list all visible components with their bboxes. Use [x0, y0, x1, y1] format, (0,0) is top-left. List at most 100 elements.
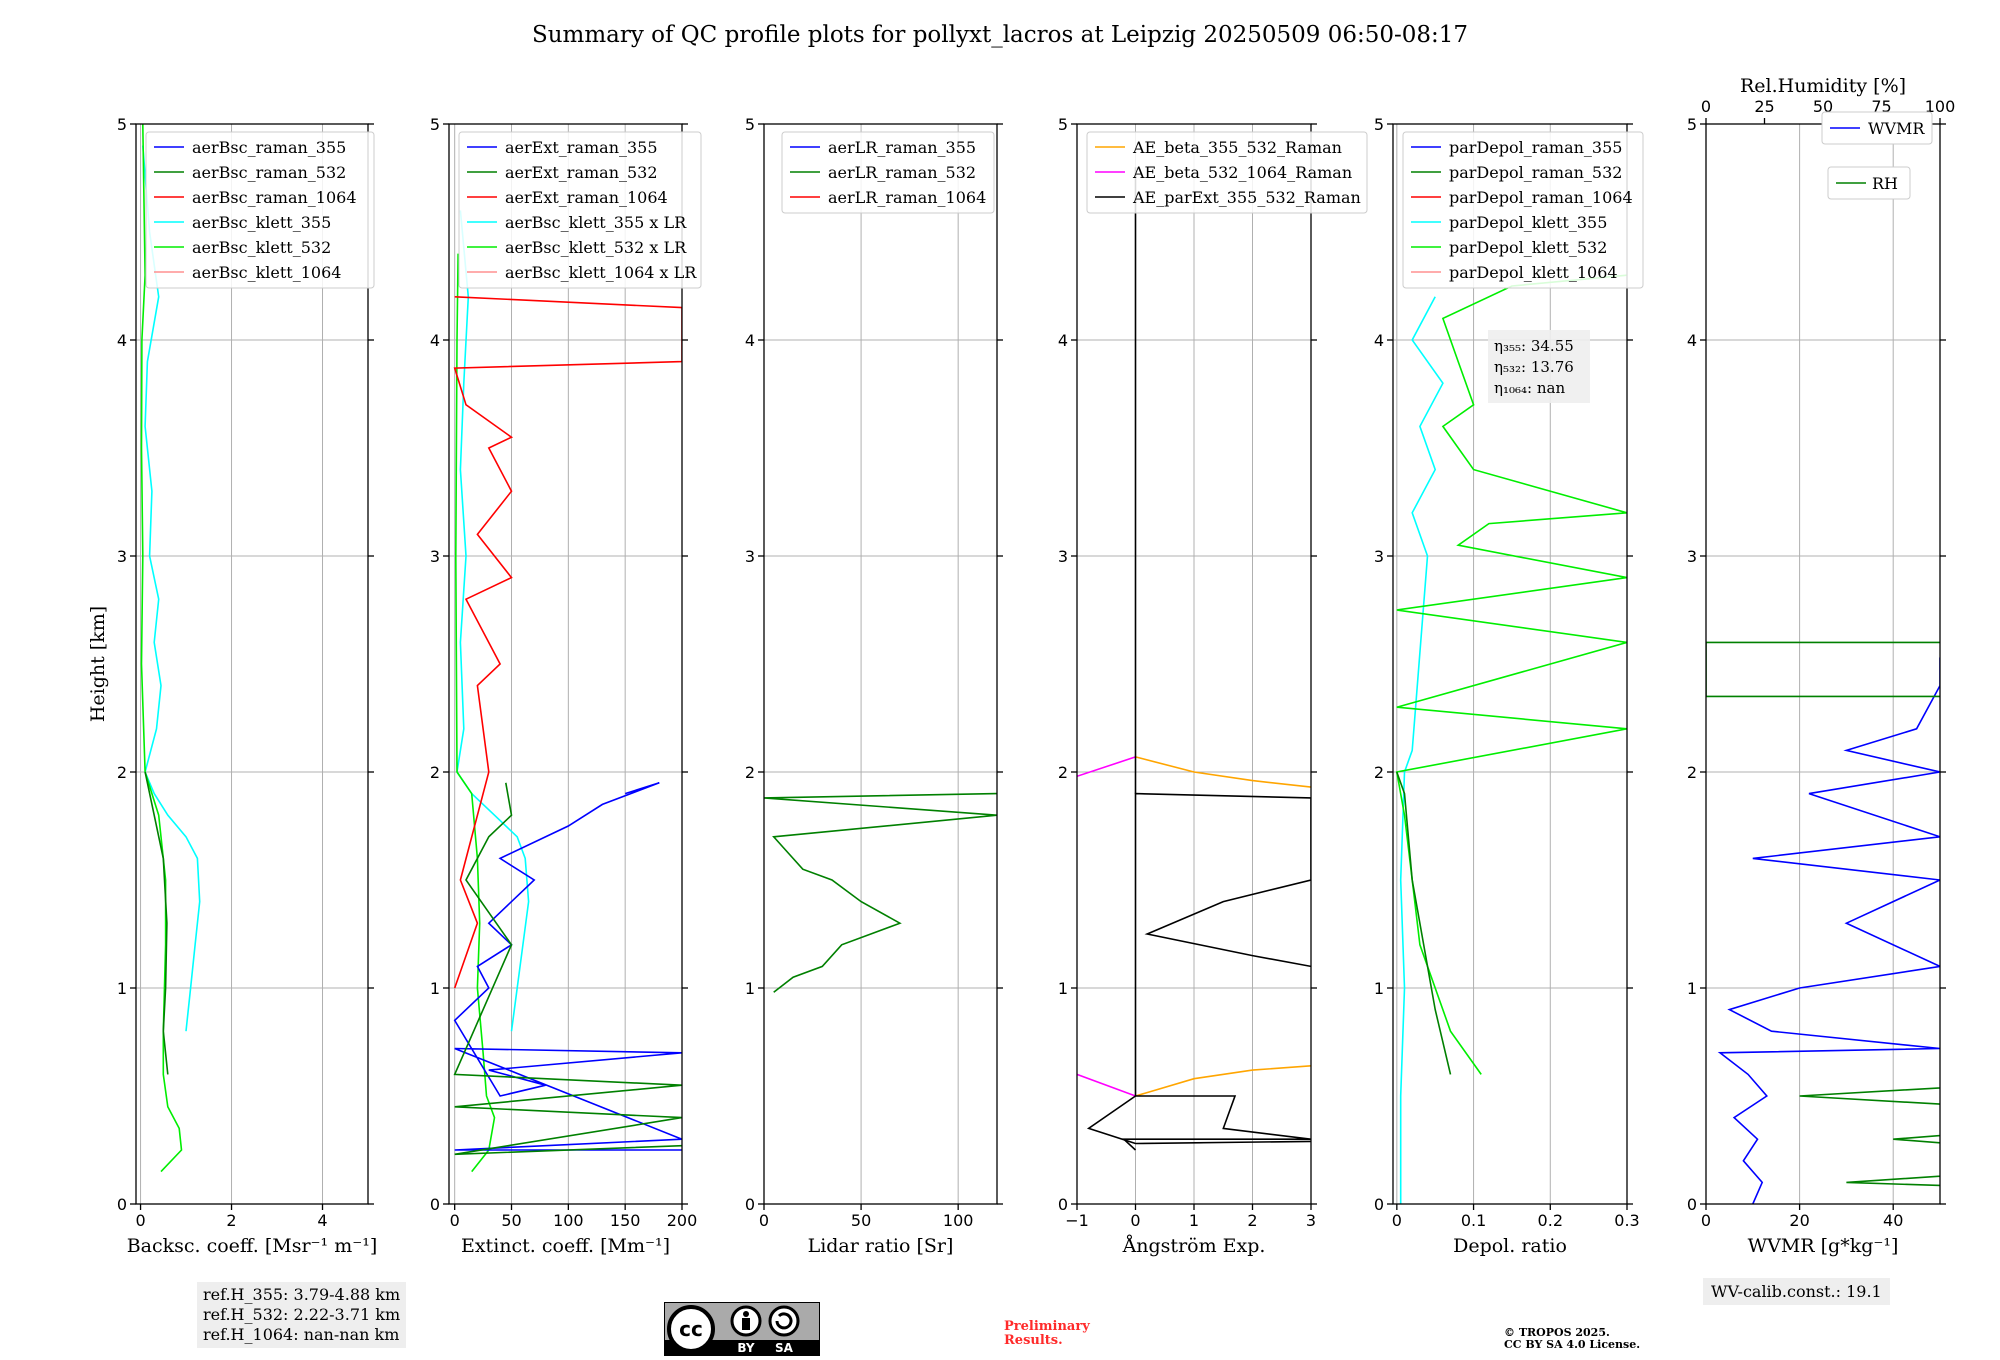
- y-tick-label: 3: [430, 547, 440, 566]
- legend-entry: aerLR_raman_1064: [828, 188, 986, 207]
- y-tick-label: 5: [430, 115, 440, 134]
- x-axis-label: Extinct. coeff. [Mm⁻¹]: [461, 1235, 670, 1257]
- y-tick-label: 3: [1058, 547, 1068, 566]
- legend-box: [1402, 131, 1644, 289]
- x-tick-label: 0.2: [1538, 1211, 1563, 1230]
- legend-box: [1827, 166, 1911, 200]
- legend-entry: aerExt_raman_355: [505, 138, 658, 157]
- cc-sa-label: SA: [775, 1341, 794, 1355]
- legend-entry: AE_beta_532_1064_Raman: [1132, 163, 1352, 182]
- legend-entry: aerExt_raman_532: [505, 163, 658, 182]
- y-tick-label: 1: [117, 979, 127, 998]
- legend-box: [1821, 111, 1933, 145]
- legend-entry: parDepol_klett_1064: [1449, 263, 1618, 282]
- series-line: [1077, 1073, 1136, 1097]
- sa-icon: [768, 1305, 800, 1337]
- panel-extinction: 0 50 100 150 200 0 1 2 3 4 5 Extinct. coeff. [Mm⁻¹]…: [430, 115, 702, 1257]
- legend-box: [458, 131, 702, 289]
- y-tick-label: 5: [745, 115, 755, 134]
- legend-entry: parDepol_raman_532: [1449, 163, 1622, 182]
- series-line: [1717, 657, 1940, 1204]
- y-tick-label: 5: [117, 115, 127, 134]
- x-tick-label: 100: [553, 1211, 584, 1230]
- series-line: [453, 782, 682, 1151]
- x-tick-label: 200: [667, 1211, 698, 1230]
- series-line: [144, 771, 169, 1075]
- x-tick-label: 0: [759, 1211, 769, 1230]
- y-tick-label: 4: [117, 331, 127, 350]
- cc-by-label: BY: [737, 1341, 754, 1355]
- legend-entry: aerBsc_klett_532: [192, 238, 331, 257]
- legend-entry: aerBsc_raman_355: [192, 138, 346, 157]
- y-tick-label: 4: [745, 331, 755, 350]
- x-tick-label: 0: [1392, 1211, 1402, 1230]
- axes-frame: [1392, 123, 1628, 1205]
- series-line: [1086, 1095, 1311, 1145]
- x-axis-label: Lidar ratio [Sr]: [808, 1235, 954, 1257]
- legend-box: [145, 131, 375, 289]
- top-tick-label: 100: [1925, 97, 1956, 116]
- x-axis-label: Backsc. coeff. [Msr⁻¹ m⁻¹]: [127, 1235, 378, 1257]
- copyright-line-2: CC BY SA 4.0 License.: [1504, 1338, 1641, 1351]
- series-line: [1077, 756, 1136, 778]
- y-tick-label: 4: [1058, 331, 1068, 350]
- series-line: [1135, 1065, 1311, 1097]
- series-line: [1396, 771, 1452, 1075]
- y-tick-label: 5: [1058, 115, 1068, 134]
- series-line: [142, 145, 201, 1032]
- ref-line-355: ref.H_355: 3.79-4.88 km: [203, 1285, 401, 1304]
- x-axis-label: Ångström Exp.: [1122, 1235, 1266, 1257]
- y-tick-label: 1: [1058, 979, 1068, 998]
- top-tick-label: 0: [1701, 97, 1711, 116]
- panel-depol: 0 0.1 0.2 0.3 0 1 2 3 4 5 Depol. ratio parDepol_ram…: [1374, 115, 1644, 1257]
- x-tick-label: 0.1: [1461, 1211, 1486, 1230]
- annotation-text: η₃₅₅: 34.55: [1494, 337, 1574, 355]
- ref-line-1064: ref.H_1064: nan-nan km: [203, 1325, 400, 1344]
- y-tick-label: 1: [1687, 979, 1697, 998]
- x-tick-label: 100: [943, 1211, 974, 1230]
- axes-frame: [1705, 123, 1941, 1205]
- y-tick-label: 5: [1374, 115, 1384, 134]
- x-tick-label: 2: [1247, 1211, 1257, 1230]
- y-axis-label: Height [km]: [87, 606, 109, 722]
- reference-height-box: ref.H_355: 3.79-4.88 km ref.H_532: 2.22-…: [197, 1282, 407, 1348]
- top-tick-label: 75: [1871, 97, 1891, 116]
- top-tick-label: 25: [1754, 97, 1774, 116]
- cc-license-badge: cc BY SA: [664, 1302, 820, 1356]
- x-tick-label: 4: [317, 1211, 327, 1230]
- x-tick-label: 50: [851, 1211, 871, 1230]
- y-tick-label: 3: [745, 547, 755, 566]
- copyright-line-1: © TROPOS 2025.: [1504, 1326, 1610, 1339]
- y-tick-label: 3: [1374, 547, 1384, 566]
- annotation-text: η₁₀₆₄: nan: [1494, 379, 1565, 397]
- y-tick-label: 4: [1687, 331, 1697, 350]
- axes-frame: [763, 123, 998, 1205]
- series-line: [140, 124, 183, 1173]
- y-tick-label: 2: [1687, 763, 1697, 782]
- top-axis-label: Rel.Humidity [%]: [1740, 75, 1906, 97]
- y-tick-label: 0: [745, 1195, 755, 1214]
- annotation-text: η₅₃₂: 13.76: [1494, 358, 1574, 376]
- wv-calib-box: WV-calib.const.: 19.1: [1703, 1278, 1890, 1305]
- panel-wvmr: 0 20 40 0 1 2 3 4 5 WVMR [g*kg⁻¹] 0 25 50 75 100 Rel.Hu…: [1687, 75, 1956, 1257]
- y-tick-label: 2: [1058, 763, 1068, 782]
- series-line: [1399, 296, 1444, 1204]
- legend-entry: AE_beta_355_532_Raman: [1132, 138, 1342, 157]
- y-tick-label: 2: [745, 763, 755, 782]
- y-tick-label: 1: [1374, 979, 1384, 998]
- x-tick-label: 0: [1130, 1211, 1140, 1230]
- x-axis-label: WVMR [g*kg⁻¹]: [1748, 1235, 1899, 1257]
- legend-entry: parDepol_raman_1064: [1449, 188, 1633, 207]
- series-line: [1121, 792, 1311, 1151]
- legend-entry: RH: [1872, 174, 1898, 193]
- x-tick-label: 0: [1701, 1211, 1711, 1230]
- y-tick-label: 2: [430, 763, 440, 782]
- legend-entry: aerBsc_raman_532: [192, 163, 346, 182]
- series-line: [453, 296, 682, 989]
- legend-entry: aerLR_raman_532: [828, 163, 976, 182]
- top-tick-label: 50: [1813, 97, 1833, 116]
- y-tick-label: 1: [745, 979, 755, 998]
- axes-frame: [135, 123, 369, 1205]
